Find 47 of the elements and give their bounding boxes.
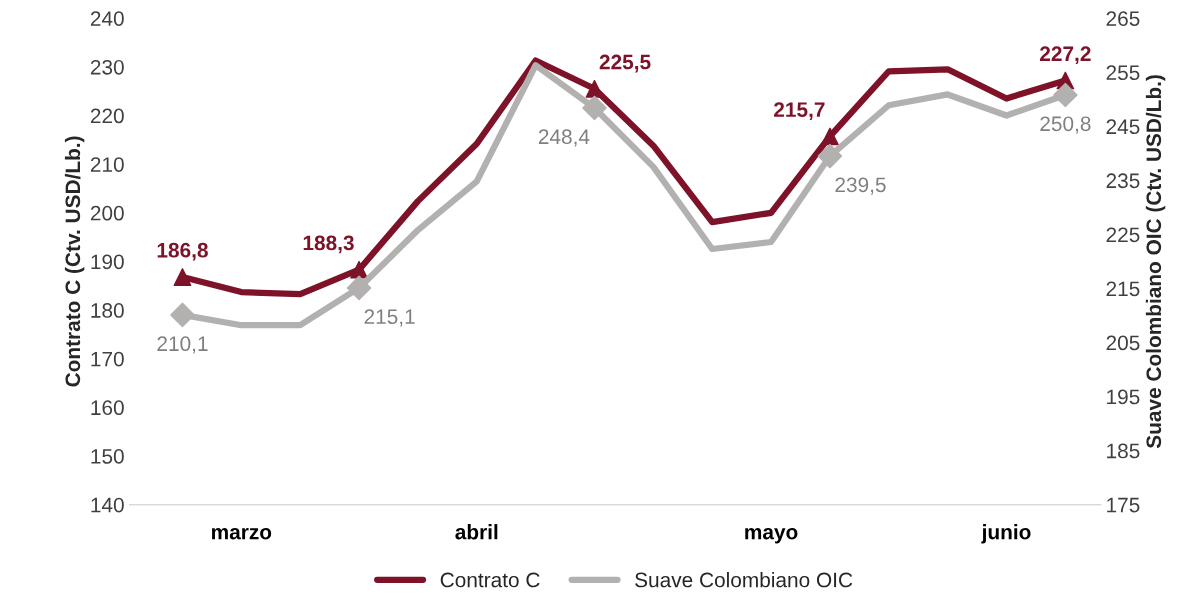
data-label: 210,1 xyxy=(157,336,208,354)
data-label: 186,8 xyxy=(157,242,208,261)
y2-tick-label: 225 xyxy=(1106,227,1140,243)
x-tick-label: marzo xyxy=(212,527,272,540)
data-label: 225,5 xyxy=(599,54,651,73)
data-label: 248,4 xyxy=(538,129,590,147)
x-tick-label: abril xyxy=(455,524,498,540)
point xyxy=(582,95,607,121)
y2-tick-label: 235 xyxy=(1106,173,1140,189)
y2-tick-label: 185 xyxy=(1107,443,1140,459)
y-tick-label: 200 xyxy=(90,205,124,221)
y-tick-label: 190 xyxy=(91,254,124,270)
y-tick-label: 140 xyxy=(91,497,124,513)
point xyxy=(170,302,195,328)
y-tick-label: 180 xyxy=(91,303,124,318)
data-label: 250,8 xyxy=(1040,116,1091,134)
point xyxy=(346,275,372,301)
y2-tick-label: 245 xyxy=(1106,119,1140,135)
y2-tick-label: 175 xyxy=(1107,497,1140,513)
y-tick-label: 150 xyxy=(91,449,124,464)
y-tick-label: 220 xyxy=(90,108,124,124)
legend-label: Suave Colombiano OIC xyxy=(635,572,853,588)
x-tick-label: mayo xyxy=(745,527,798,544)
y2-tick-label: 265 xyxy=(1106,11,1140,26)
y-tick-label: 240 xyxy=(90,11,124,26)
point xyxy=(817,143,843,169)
y-tick-label: 210 xyxy=(90,157,124,172)
y-tick-label: 230 xyxy=(90,59,124,75)
y2-axis-title: Suave Colombiano OIC (Ctv. USD/Lb.) xyxy=(1145,75,1166,449)
y-axis-title: Contrato C (Ctv. USD/Lb.) xyxy=(64,136,85,387)
y-tick-label: 170 xyxy=(91,351,124,367)
point xyxy=(1053,82,1078,108)
data-label: 227,2 xyxy=(1040,46,1091,65)
y2-tick-label: 195 xyxy=(1107,389,1140,405)
legend-label: Contrato C xyxy=(440,572,540,588)
data-label: 215,7 xyxy=(774,102,825,121)
data-label: 239,5 xyxy=(835,177,886,195)
data-label: 188,3 xyxy=(303,235,354,254)
point xyxy=(350,260,368,279)
data-label: 215,1 xyxy=(364,309,415,327)
y2-tick-label: 205 xyxy=(1106,335,1140,351)
y2-tick-label: 255 xyxy=(1106,65,1140,81)
point xyxy=(821,127,839,146)
point xyxy=(173,268,192,286)
y2-tick-label: 215 xyxy=(1106,281,1140,297)
y-tick-label: 160 xyxy=(91,400,124,416)
x-tick-label: junio xyxy=(981,524,1031,544)
